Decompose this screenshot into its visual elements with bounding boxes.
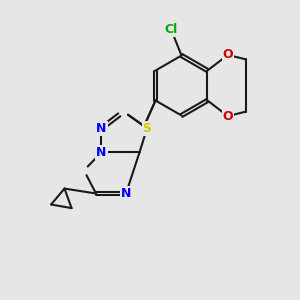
Text: O: O — [223, 48, 233, 62]
Text: N: N — [96, 122, 106, 135]
Text: Cl: Cl — [164, 22, 178, 36]
Text: S: S — [142, 122, 152, 135]
Text: O: O — [223, 110, 233, 123]
Text: N: N — [96, 146, 106, 159]
Text: N: N — [121, 187, 131, 200]
